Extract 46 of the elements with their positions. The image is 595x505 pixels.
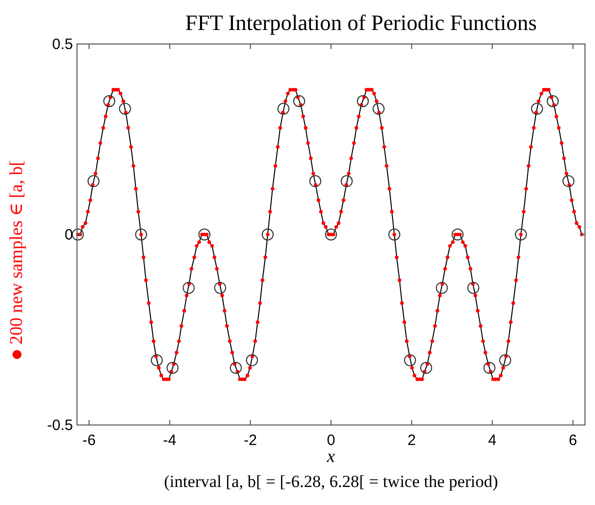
x-tick-label: 2 xyxy=(407,432,416,449)
point xyxy=(166,362,179,374)
point xyxy=(436,282,448,294)
point xyxy=(72,228,84,240)
point xyxy=(467,282,480,294)
point xyxy=(388,228,400,240)
point xyxy=(150,354,163,366)
text: 200 new samples ∈ [a, b[ xyxy=(6,160,26,344)
point xyxy=(562,175,574,188)
point xyxy=(246,354,258,366)
x-tick-label: -2 xyxy=(244,432,258,449)
y-tick-label: 0 xyxy=(64,226,73,244)
point xyxy=(135,228,148,240)
x-tick-label: 4 xyxy=(488,432,496,449)
point xyxy=(88,175,100,188)
point xyxy=(356,95,369,108)
point xyxy=(499,354,512,366)
point xyxy=(514,228,527,240)
point xyxy=(531,102,544,115)
point xyxy=(214,282,226,294)
point xyxy=(452,228,464,240)
point xyxy=(182,282,195,294)
y-tick-label: -0.5 xyxy=(47,417,73,434)
point xyxy=(404,354,416,366)
point xyxy=(118,102,131,115)
point xyxy=(103,95,116,108)
point xyxy=(420,362,432,374)
point xyxy=(277,102,290,115)
x-tick-label: -4 xyxy=(163,432,176,449)
point xyxy=(483,362,496,374)
x-tick-label: 6 xyxy=(568,432,578,449)
point xyxy=(372,102,385,115)
point xyxy=(340,175,353,188)
point xyxy=(309,175,322,188)
x-tick-label: 0 xyxy=(326,432,336,449)
point xyxy=(198,228,210,240)
point xyxy=(546,95,559,108)
point xyxy=(262,228,274,240)
x-axis-title: x xyxy=(326,446,335,466)
point xyxy=(230,362,242,374)
y-tick-label: 0.5 xyxy=(52,36,73,53)
point xyxy=(293,95,306,108)
text: (interval [a, b[ = [-6.28, 6.28[ = twice the period) xyxy=(164,472,498,491)
x-tick-label: -6 xyxy=(82,432,96,449)
chart-title: FFT Interpolation of Periodic Functions xyxy=(185,10,537,35)
point xyxy=(325,228,337,240)
